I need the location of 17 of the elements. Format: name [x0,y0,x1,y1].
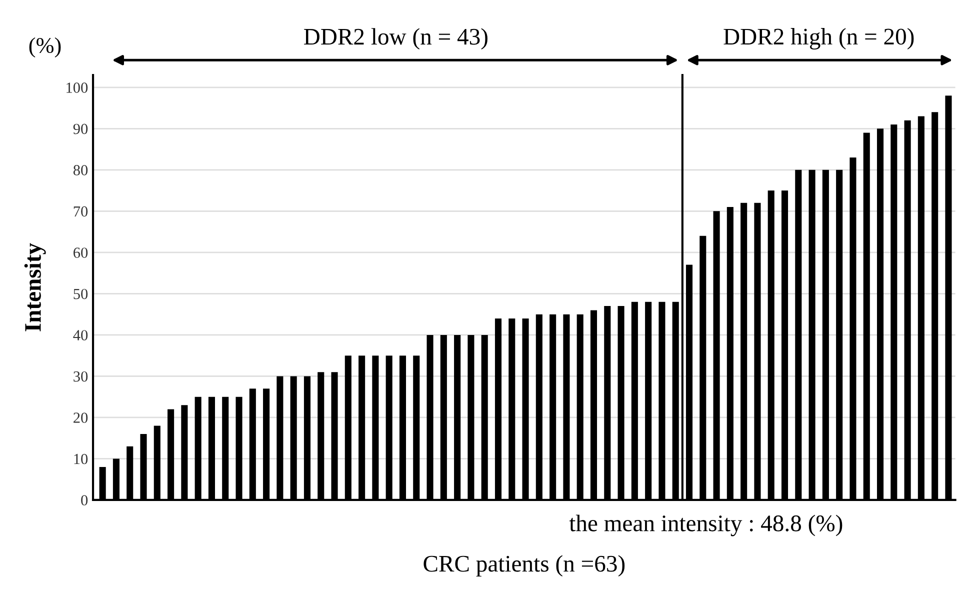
text: (%) [29,37,61,58]
y-tick-label: 80 [73,165,88,176]
y-tick-label: 10 [74,454,88,464]
y-tick-label: 90 [73,124,88,134]
y-tick-label: 100 [66,82,88,93]
y-tick-label: 20 [74,412,88,423]
y-tick-label: 70 [74,206,88,217]
y-axis-title: Intensity [24,243,46,332]
text: the mean intensity : 48.8 (%) [569,514,842,536]
y-tick-label: 0 [81,495,88,506]
text: DDR2 low (n = 43) [304,28,488,50]
y-tick-label: 30 [74,371,88,382]
y-tick-label: 40 [73,330,88,340]
text: DDR2 high (n = 20) [724,28,914,50]
y-tick-label: 50 [74,288,88,300]
x-axis-title: CRC patients (n =63) [424,555,625,577]
y-tick-label: 60 [74,248,88,258]
